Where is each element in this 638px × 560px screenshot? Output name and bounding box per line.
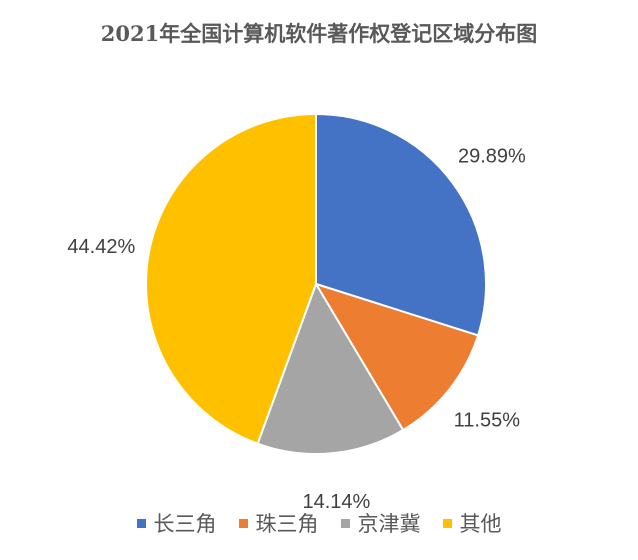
chart-title: 2021年全国计算机软件著作权登记区域分布图 (100, 21, 538, 46)
pie-slice-1 (315, 112, 487, 337)
legend-item: 珠三角 (238, 508, 319, 538)
pie-slice-3 (256, 281, 405, 455)
data-label: 44.42% (67, 236, 135, 258)
data-label: 14.14% (302, 491, 370, 513)
legend-swatch (238, 518, 248, 528)
legend: 长三角 珠三角 京津冀 其他 (0, 508, 638, 538)
data-label: 29.89% (458, 145, 526, 167)
legend-item: 京津冀 (340, 508, 421, 538)
legend-label: 其他 (459, 513, 502, 536)
legend-item: 长三角 (136, 508, 217, 538)
legend-swatch (136, 518, 146, 528)
legend-item: 其他 (442, 508, 502, 538)
data-label: 11.55% (454, 409, 521, 431)
pie-slice-2 (313, 282, 480, 432)
legend-label: 珠三角 (255, 513, 319, 536)
legend-label: 长三角 (153, 513, 217, 536)
legend-swatch (340, 518, 350, 528)
pie-slice-4 (145, 112, 317, 445)
legend-swatch (442, 518, 452, 528)
legend-label: 京津冀 (357, 513, 421, 536)
